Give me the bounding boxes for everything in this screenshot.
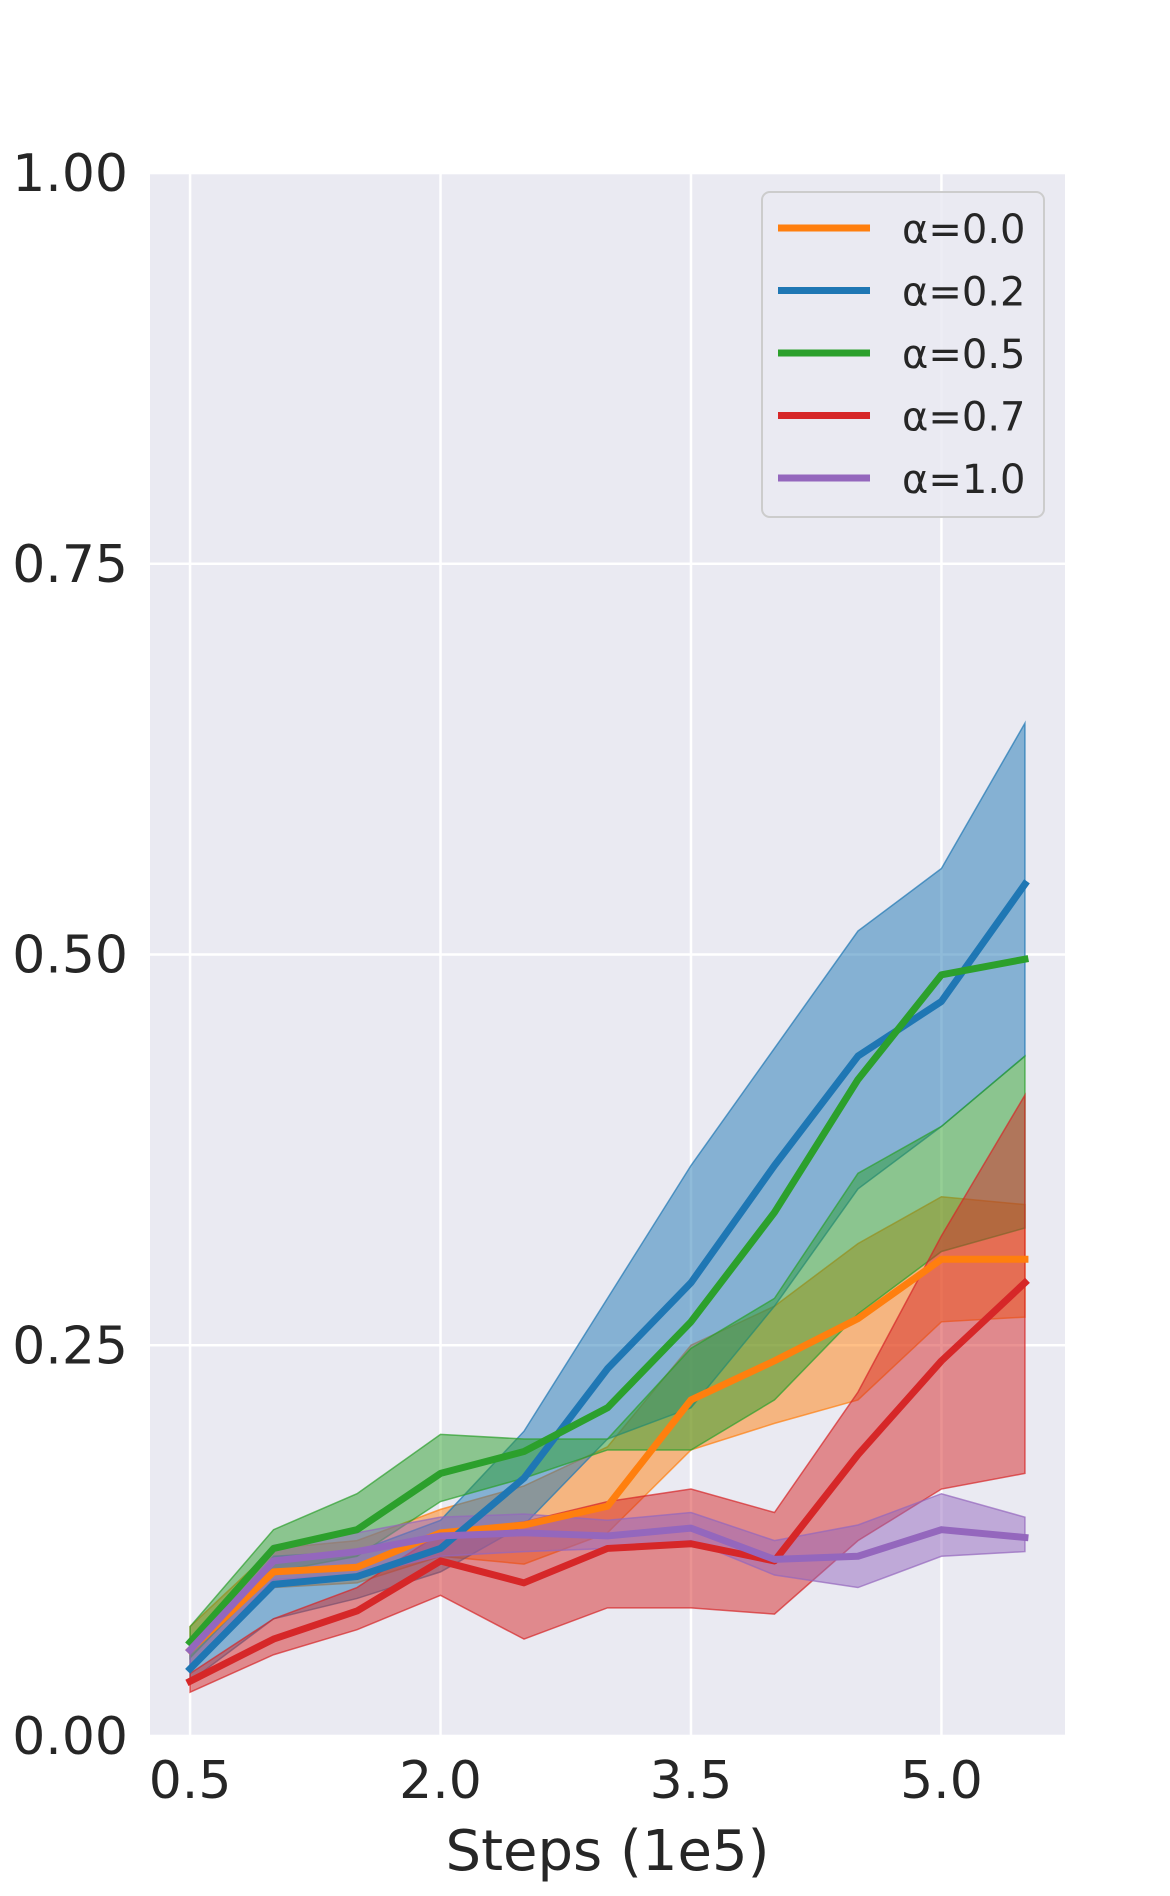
x-tick-label: 5.0 (900, 1751, 983, 1811)
series-line-1 (185, 879, 1030, 1674)
confidence-band-4 (189, 1492, 1026, 1668)
legend-label-3: α=0.7 (902, 395, 1026, 441)
y-tick-label: 0.75 (12, 535, 128, 595)
series-line-2 (185, 955, 1030, 1648)
series-lines (185, 879, 1030, 1686)
x-tick-label: 3.5 (650, 1751, 733, 1811)
y-tick-label: 0.00 (12, 1707, 128, 1767)
y-tick-label: 0.50 (12, 926, 128, 986)
x-tick-label: 0.5 (149, 1751, 232, 1811)
legend-label-0: α=0.0 (902, 207, 1026, 253)
series-line-3 (185, 1277, 1030, 1686)
y-tick-label: 1.00 (12, 144, 128, 204)
legend-box (761, 191, 1045, 518)
x-axis-label: Steps (1e5) (446, 1819, 770, 1884)
x-axis-ticks: 0.5 2.0 3.5 5.0 (149, 1751, 983, 1811)
legend-label-2: α=0.5 (902, 332, 1026, 378)
series-line-0 (185, 1255, 1029, 1655)
legend-label-4: α=1.0 (902, 457, 1026, 503)
legend: α=0.0 α=0.2 α=0.5 α=0.7 α=1.0 (761, 191, 1045, 518)
y-axis-ticks: 0.00 0.25 0.50 0.75 1.00 (12, 144, 128, 1767)
legend-label-1: α=0.2 (902, 270, 1026, 316)
series-line-4 (185, 1524, 1029, 1655)
x-tick-label: 2.0 (399, 1751, 482, 1811)
y-tick-label: 0.25 (12, 1316, 128, 1376)
